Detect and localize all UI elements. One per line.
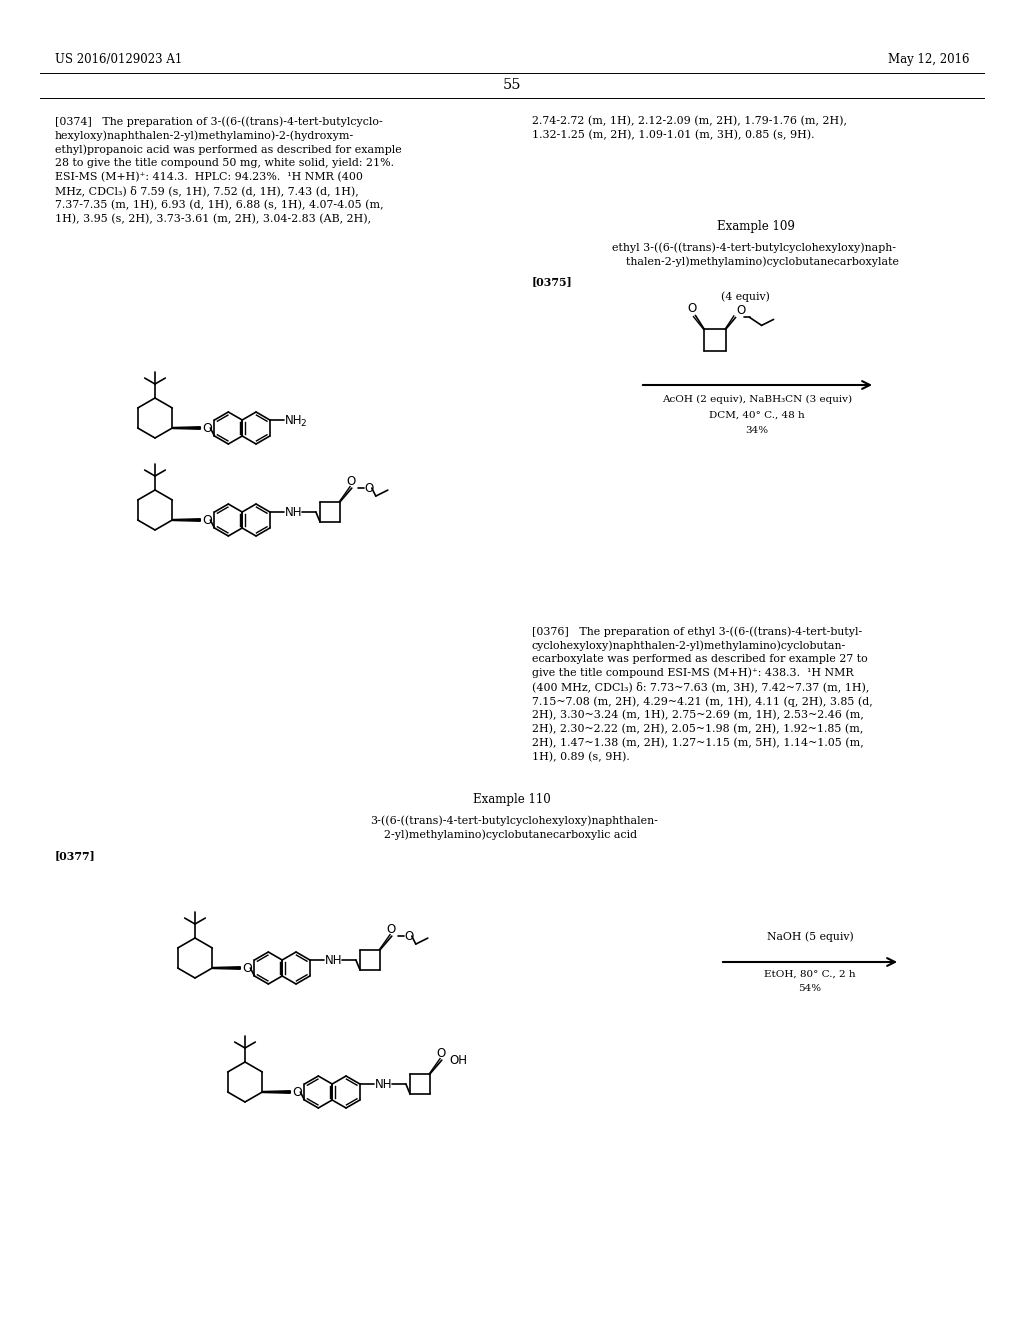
Text: O: O <box>243 961 252 974</box>
Text: NH: NH <box>325 953 342 966</box>
Text: O: O <box>203 513 212 527</box>
Text: O: O <box>736 304 745 317</box>
Text: NH: NH <box>375 1077 392 1090</box>
Text: Example 109: Example 109 <box>717 220 795 234</box>
Text: 54%: 54% <box>799 983 821 993</box>
Text: DCM, 40° C., 48 h: DCM, 40° C., 48 h <box>710 411 805 420</box>
Text: ethyl 3-((6-((trans)-4-tert-butylcyclohexyloxy)naph-
    thalen-2-yl)methylamino: ethyl 3-((6-((trans)-4-tert-butylcyclohe… <box>612 242 899 267</box>
Text: NH: NH <box>285 506 302 519</box>
Text: 2.74-2.72 (m, 1H), 2.12-2.09 (m, 2H), 1.79-1.76 (m, 2H),
1.32-1.25 (m, 2H), 1.09: 2.74-2.72 (m, 1H), 2.12-2.09 (m, 2H), 1.… <box>532 116 847 140</box>
Text: O: O <box>386 923 395 936</box>
Text: O: O <box>292 1085 302 1098</box>
Text: 55: 55 <box>503 78 521 92</box>
Text: [0376]   The preparation of ethyl 3-((6-((trans)-4-tert-butyl-
cyclohexyloxy)nap: [0376] The preparation of ethyl 3-((6-((… <box>532 626 872 762</box>
Text: [0374]   The preparation of 3-((6-((trans)-4-tert-butylcyclo-
hexyloxy)naphthale: [0374] The preparation of 3-((6-((trans)… <box>55 116 401 224</box>
Text: (4 equiv): (4 equiv) <box>721 292 769 302</box>
Text: NH: NH <box>285 413 302 426</box>
Text: O: O <box>346 475 355 487</box>
Text: O: O <box>404 929 414 942</box>
Polygon shape <box>172 426 201 429</box>
Text: US 2016/0129023 A1: US 2016/0129023 A1 <box>55 54 182 66</box>
Polygon shape <box>172 519 201 521</box>
Text: [0375]: [0375] <box>532 276 572 286</box>
Text: EtOH, 80° C., 2 h: EtOH, 80° C., 2 h <box>764 970 856 979</box>
Text: Example 110: Example 110 <box>473 793 551 807</box>
Text: 3-((6-((trans)-4-tert-butylcyclohexyloxy)naphthalen-
    2-yl)methylamino)cyclob: 3-((6-((trans)-4-tert-butylcyclohexyloxy… <box>370 814 657 840</box>
Text: 2: 2 <box>300 420 305 429</box>
Polygon shape <box>262 1090 291 1093</box>
Text: NaOH (5 equiv): NaOH (5 equiv) <box>767 932 853 942</box>
Polygon shape <box>212 966 241 969</box>
Text: O: O <box>203 421 212 434</box>
Text: May 12, 2016: May 12, 2016 <box>889 54 970 66</box>
Text: OH: OH <box>450 1053 468 1067</box>
Text: O: O <box>365 482 374 495</box>
Text: O: O <box>688 302 697 315</box>
Text: 34%: 34% <box>745 426 769 436</box>
Text: [0377]: [0377] <box>55 850 96 861</box>
Text: AcOH (2 equiv), NaBH₃CN (3 equiv): AcOH (2 equiv), NaBH₃CN (3 equiv) <box>662 395 852 404</box>
Text: O: O <box>436 1047 445 1060</box>
